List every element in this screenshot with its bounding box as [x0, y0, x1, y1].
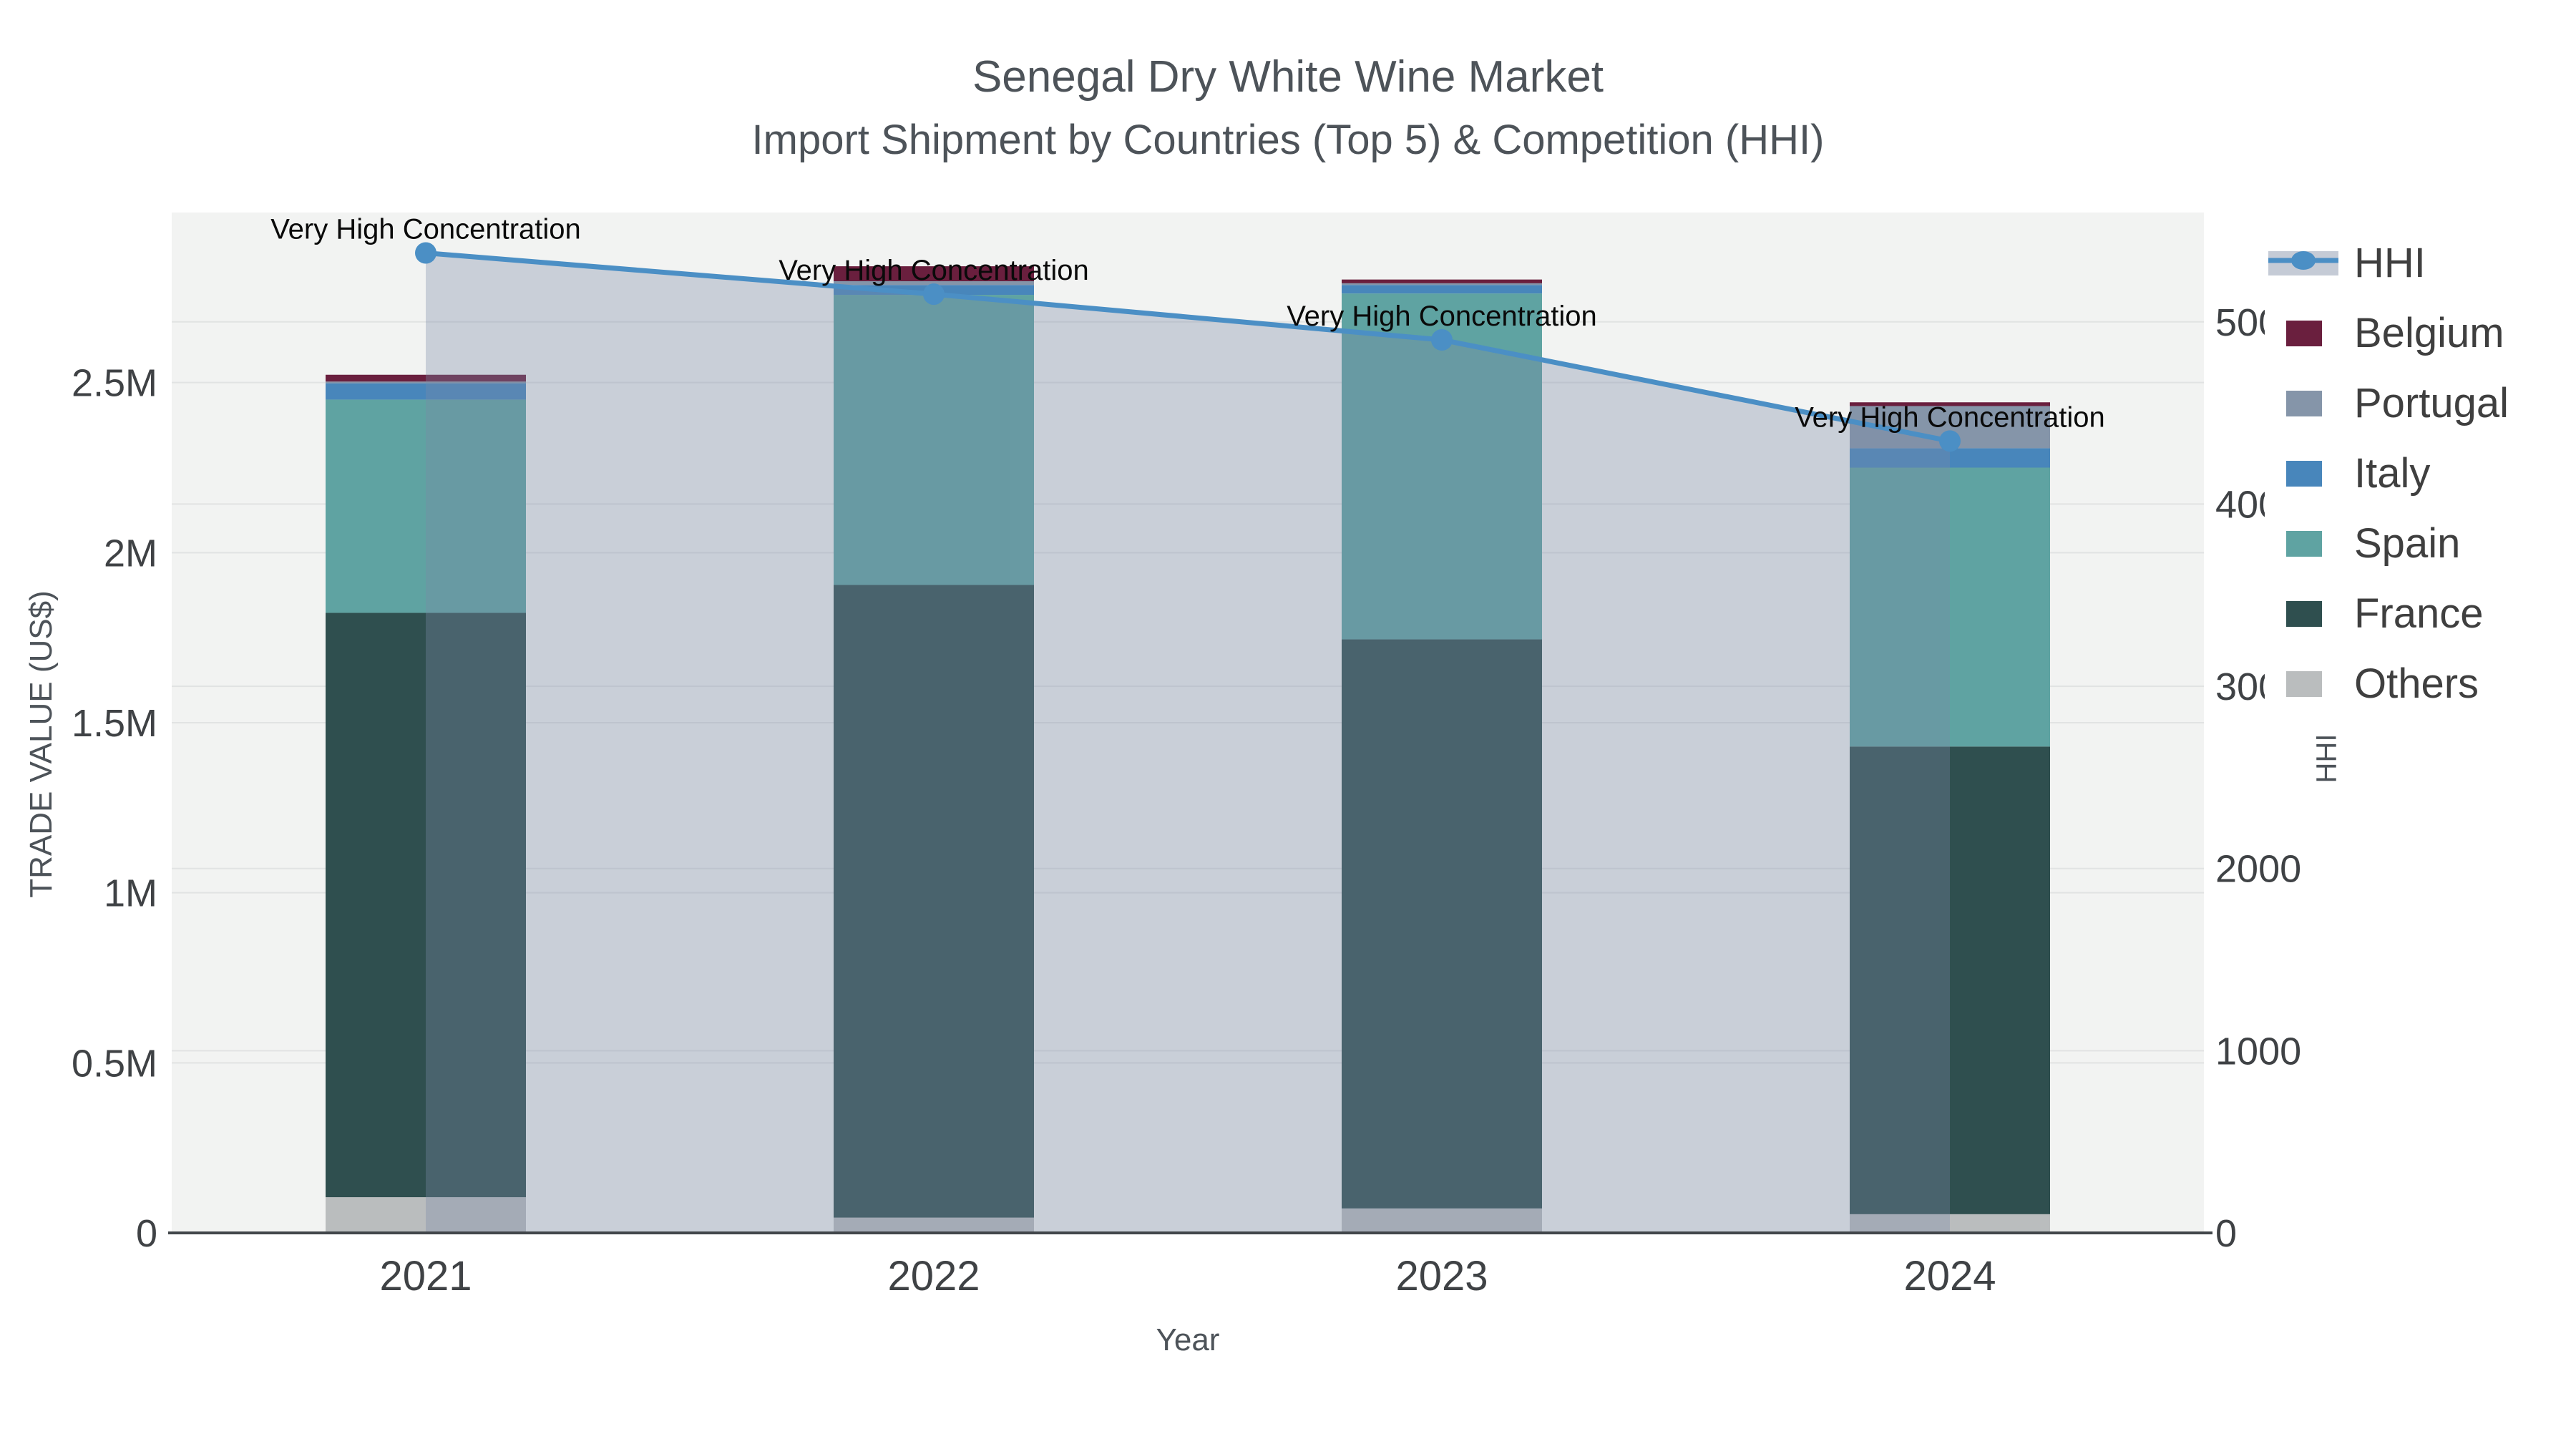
annotation-2021: Very High Concentration: [270, 214, 581, 245]
x-tick-label: 2022: [887, 1253, 980, 1299]
bar-2022-others: [834, 1217, 1034, 1233]
bar-2021-spain: [326, 399, 526, 613]
y-left-tick-label: 2M: [104, 532, 157, 575]
legend-label-hhi: HHI: [2354, 240, 2426, 286]
annotation-2023: Very High Concentration: [1287, 301, 1597, 332]
legend-swatch-france: [2286, 601, 2322, 627]
hhi-marker-2023: [1431, 328, 1453, 351]
chart-title-line2: Import Shipment by Countries (Top 5) & C…: [751, 117, 1825, 163]
y-left-tick-label: 2.5M: [72, 362, 157, 405]
legend-label-portugal: Portugal: [2354, 380, 2509, 426]
bar-2022-france: [834, 585, 1034, 1218]
y-left-tick-label: 0.5M: [72, 1042, 157, 1085]
bar-2024-belgium: [1850, 402, 2050, 406]
bar-2024-france: [1850, 746, 2050, 1214]
bar-2023-others: [1342, 1208, 1542, 1233]
legend-item-france[interactable]: France: [2286, 590, 2484, 637]
x-tick-label: 2023: [1395, 1253, 1488, 1299]
legend-swatch-spain: [2286, 531, 2322, 557]
hhi-marker-2022: [923, 283, 945, 306]
bar-2023-france: [1342, 639, 1542, 1209]
legend-item-italy[interactable]: Italy: [2286, 450, 2430, 497]
x-axis-title: Year: [1156, 1322, 1220, 1357]
y-left-tick-label: 1.5M: [72, 702, 157, 745]
bar-2022-belgium: [834, 266, 1034, 282]
bar-2023-italy: [1342, 285, 1542, 294]
bar-2021-others: [326, 1197, 526, 1233]
y-right-tick-label: 0: [2215, 1212, 2237, 1255]
legend-item-belgium[interactable]: Belgium: [2286, 310, 2504, 356]
bar-2024-spain: [1850, 467, 2050, 747]
legend-swatch-belgium: [2286, 321, 2322, 346]
bar-2024-others: [1850, 1214, 2050, 1233]
legend-swatch-portugal: [2286, 391, 2322, 416]
bar-2022-portugal: [834, 281, 1034, 286]
hhi-area-fill: [426, 253, 1950, 1233]
bar-2021-portugal: [326, 381, 526, 384]
legend-item-spain[interactable]: Spain: [2286, 520, 2460, 567]
legend-label-others: Others: [2354, 660, 2479, 707]
legend-label-france: France: [2354, 590, 2484, 637]
bar-2021-belgium: [326, 374, 526, 382]
y-left-tick-label: 0: [136, 1212, 157, 1255]
hhi-marker-2021: [415, 242, 436, 264]
legend-item-portugal[interactable]: Portugal: [2286, 380, 2509, 426]
legend-label-italy: Italy: [2354, 450, 2430, 497]
legend-label-spain: Spain: [2354, 520, 2460, 567]
annotation-2024: Very High Concentration: [1795, 401, 2105, 433]
legend-hhi-marker: [2291, 251, 2316, 270]
bar-2022-spain: [834, 295, 1034, 585]
bar-2021-italy: [326, 383, 526, 400]
chart-title-line1: Senegal Dry White Wine Market: [972, 52, 1604, 102]
hhi-line: [425, 250, 1951, 444]
y-left-tick-label: 1M: [104, 872, 157, 915]
legend-swatch-others: [2286, 671, 2322, 697]
bar-2023-portugal: [1342, 283, 1542, 286]
x-tick-label: 2024: [1903, 1253, 1996, 1299]
legend-label-belgium: Belgium: [2354, 310, 2504, 356]
x-tick-label: 2021: [379, 1253, 472, 1299]
bar-2021-france: [326, 613, 526, 1198]
legend-item-others[interactable]: Others: [2286, 660, 2479, 707]
legend-swatch-italy: [2286, 461, 2322, 487]
bar-2023-belgium: [1342, 279, 1542, 283]
y-right-tick-label: 1000: [2215, 1030, 2301, 1073]
y-right-tick-label: 2000: [2215, 848, 2301, 891]
hhi-marker-2024: [1939, 430, 1961, 452]
legend-item-hhi[interactable]: HHI: [2268, 240, 2426, 286]
annotation-2022: Very High Concentration: [779, 255, 1089, 286]
